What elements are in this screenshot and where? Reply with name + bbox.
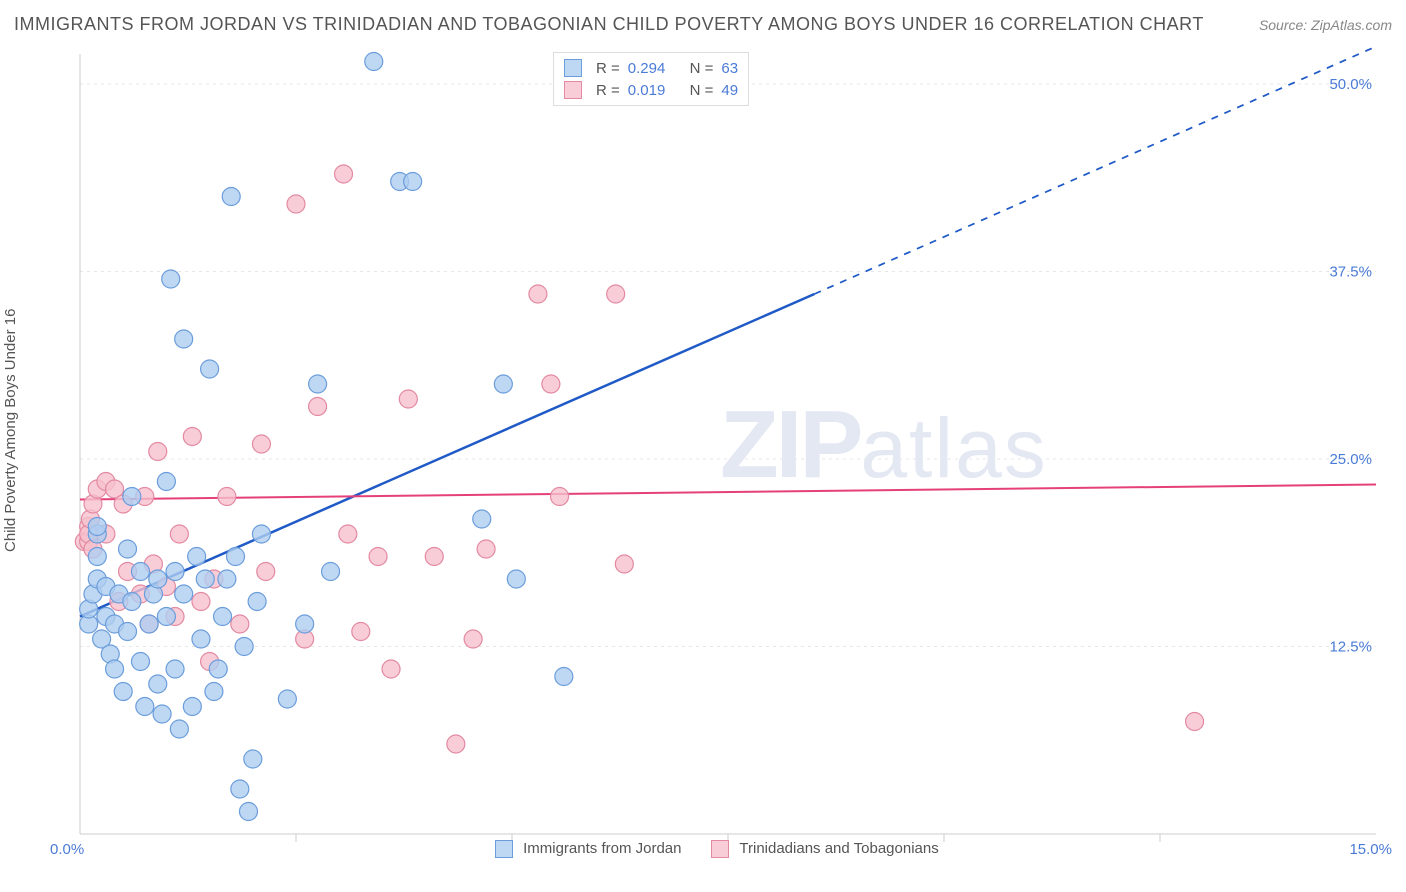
x-axis-min-label: 0.0% [50,841,84,858]
stats-legend-row-jordan: R = 0.294 N = 63 [564,57,738,79]
swatch-jordan-icon [495,840,513,858]
stats-legend: R = 0.294 N = 63 R = 0.019 N = 49 [553,52,749,106]
source-attribution: Source: ZipAtlas.com [1259,17,1392,33]
stats-legend-row-trinidadian: R = 0.019 N = 49 [564,79,738,101]
svg-text:37.5%: 37.5% [1329,264,1372,281]
legend-item-trinidadian: Trinidadians and Tobagonians [711,840,938,858]
svg-text:50.0%: 50.0% [1329,76,1372,93]
legend-item-jordan: Immigrants from Jordan [495,840,682,858]
swatch-trinidadian-icon [564,81,582,99]
watermark: ZIPatlas [720,390,1048,500]
chart-title: IMMIGRANTS FROM JORDAN VS TRINIDADIAN AN… [14,14,1204,35]
swatch-trinidadian-icon [711,840,729,858]
bottom-legend: 0.0% Immigrants from Jordan Trinidadians… [50,840,1392,858]
x-axis-max-label: 15.0% [1349,841,1392,858]
svg-text:12.5%: 12.5% [1329,639,1372,656]
swatch-jordan-icon [564,59,582,77]
y-axis-label: Child Poverty Among Boys Under 16 [2,280,19,580]
svg-text:25.0%: 25.0% [1329,451,1372,468]
